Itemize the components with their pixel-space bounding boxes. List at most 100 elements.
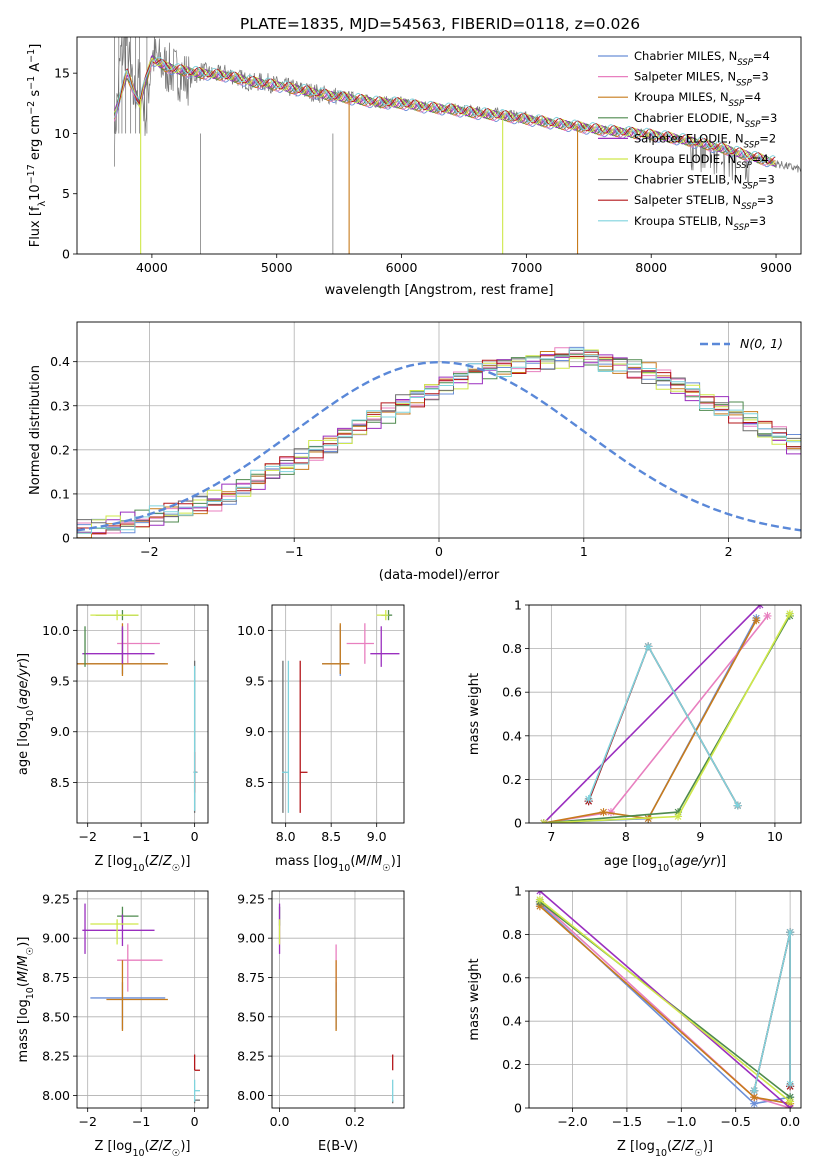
y-tick-label: 8.00 xyxy=(237,1088,265,1103)
spectrum-ticks: 4000 5000 6000 7000 8000 9000 0 5 10 15 xyxy=(54,66,792,275)
x-tick-label: 9000 xyxy=(760,260,792,275)
age-vs-mass-grid xyxy=(272,605,404,823)
mass-vs-Z-ylabel: mass [log10(M/M☉)] xyxy=(16,937,36,1063)
weight-line xyxy=(543,605,761,823)
weight-marker xyxy=(606,808,615,817)
weight-line xyxy=(543,615,791,823)
figure-title: PLATE=1835, MJD=54563, FIBERID=0118, z=0… xyxy=(240,15,640,33)
spectrum-frame xyxy=(76,36,802,255)
x-tick-label: 2 xyxy=(725,544,733,559)
weight-line xyxy=(539,903,791,1105)
spectrum-model-line xyxy=(113,56,776,163)
mass-vs-Z-frame xyxy=(76,890,209,1109)
weight-marker xyxy=(786,1093,795,1102)
y-tick-label: 9.5 xyxy=(50,674,70,689)
y-tick-label: 8.5 xyxy=(245,775,265,790)
age-vs-mass-frame xyxy=(271,604,405,824)
spectrum-model-line xyxy=(113,62,776,168)
weight-marker xyxy=(786,1080,795,1089)
age-vs-Z-frame xyxy=(76,604,209,824)
y-tick-label: 9.25 xyxy=(42,891,70,906)
x-tick-label: 0.2 xyxy=(345,1114,365,1129)
mass-vs-ebv-grid xyxy=(272,891,404,1108)
residuals-grid xyxy=(77,322,801,539)
x-tick-label: −1 xyxy=(132,829,150,844)
legend-label: Kroupa ELODIE, NSSP=4 xyxy=(634,152,769,171)
mass-vs-Z-ticks: −2 −1 0 8.00 8.25 8.50 8.75 9.00 9.25 xyxy=(42,891,198,1129)
y-tick-label: 0.4 xyxy=(502,1014,522,1029)
legend-label: Salpeter STELIB, NSSP=3 xyxy=(634,193,774,212)
weight-marker xyxy=(584,795,593,804)
gaussian-curve xyxy=(77,360,801,532)
y-tick-label: 0.4 xyxy=(50,354,70,369)
residuals-panel: −2 −1 0 1 2 0 0.1 0.2 0.3 0.4 N(0, 1) (data-model)/… xyxy=(28,321,802,583)
weight-marker xyxy=(535,895,544,904)
y-tick-label: 9.0 xyxy=(50,724,70,739)
y-tick-label: 0.3 xyxy=(50,398,70,413)
weight-marker xyxy=(733,801,742,810)
spectrum-xlabel: wavelength [Angstrom, rest frame] xyxy=(325,283,554,298)
weight-marker xyxy=(763,611,772,620)
y-tick-label: 9.25 xyxy=(237,891,265,906)
mass-vs-Z-grid xyxy=(77,891,208,1108)
weight-vs-age-frame xyxy=(528,604,802,824)
x-tick-label: 0 xyxy=(435,544,443,559)
mass-vs-ebv-ticks: 0.0 0.2 8.00 8.25 8.50 8.75 9.00 9.25 xyxy=(237,891,365,1129)
y-tick-label: 0.4 xyxy=(502,728,522,743)
x-tick-label: −1.5 xyxy=(612,1114,642,1129)
age-vs-mass-panel: 8.0 8.5 9.0 8.5 9.0 9.5 10.0 mass [log10(M/M☉)] xyxy=(237,604,405,874)
y-tick-label: 0.8 xyxy=(502,927,522,942)
y-tick-label: 0.8 xyxy=(502,641,522,656)
weight-line xyxy=(543,615,769,823)
weight-vs-age-xlabel: age [log10(age/yr)] xyxy=(604,854,726,874)
y-tick-label: 8.50 xyxy=(237,1009,265,1024)
weight-vs-age-ylabel: mass weight xyxy=(467,673,482,755)
spectrum-model-line xyxy=(113,58,776,166)
y-tick-label: 10.0 xyxy=(42,623,70,638)
x-tick-label: 9.0 xyxy=(367,829,387,844)
x-tick-label: 7 xyxy=(547,829,555,844)
x-tick-label: 10 xyxy=(767,829,783,844)
age-vs-Z-xlabel: Z [log10(Z/Z☉)] xyxy=(95,854,191,874)
weight-vs-Z-frame xyxy=(528,890,802,1109)
age-vs-Z-panel: −2 −1 0 8.5 9.0 9.5 10.0 Z [log10(Z/Z☉)] age [lo… xyxy=(16,604,209,874)
weight-line xyxy=(539,891,791,1108)
x-tick-label: 4000 xyxy=(136,260,168,275)
y-tick-label: 9.0 xyxy=(245,724,265,739)
legend-label: Chabrier STELIB, NSSP=3 xyxy=(634,173,775,192)
x-tick-label: 8000 xyxy=(635,260,667,275)
weight-vs-age-ticks: 7 8 9 10 0 0.2 0.4 0.6 0.8 1 xyxy=(502,598,783,845)
residuals-frame xyxy=(76,321,802,539)
x-tick-label: −2 xyxy=(140,544,158,559)
y-tick-label: 0.6 xyxy=(502,970,522,985)
spectrum-panel: 4000 5000 6000 7000 8000 9000 0 5 10 15 Chabrier M… xyxy=(26,36,802,298)
weight-marker xyxy=(785,609,794,618)
weight-line xyxy=(753,932,791,1091)
age-vs-mass-ticks: 8.0 8.5 9.0 8.5 9.0 9.5 10.0 xyxy=(237,623,387,844)
age-vs-mass-xlabel: mass [log10(M/M☉)] xyxy=(275,854,401,874)
y-tick-label: 8.50 xyxy=(42,1009,70,1024)
weight-marker xyxy=(535,902,544,911)
age-vs-Z-plot xyxy=(77,610,198,813)
weight-vs-Z-xlabel: Z [log10(Z/Z☉)] xyxy=(617,1139,713,1159)
residuals-ylabel: Normed distribution xyxy=(28,365,43,495)
mass-vs-Z-plot xyxy=(82,903,200,1104)
legend-label: Chabrier MILES, NSSP=4 xyxy=(634,49,770,68)
y-tick-label: 8.25 xyxy=(237,1049,265,1064)
legend-label: Kroupa MILES, NSSP=4 xyxy=(634,90,761,109)
histogram-step-line xyxy=(77,350,801,531)
residuals-plot xyxy=(77,346,801,538)
legend-label: Salpeter MILES, NSSP=3 xyxy=(634,70,769,89)
x-tick-label: 8.0 xyxy=(276,829,296,844)
age-vs-mass-plot xyxy=(282,610,400,813)
y-tick-label: 0.1 xyxy=(50,486,70,501)
weight-vs-age-panel: 7 8 9 10 0 0.2 0.4 0.6 0.8 1 age [log10(age/yr)] ma… xyxy=(467,598,802,874)
x-tick-label: 9 xyxy=(696,829,704,844)
mass-vs-Z-xlabel: Z [log10(Z/Z☉)] xyxy=(95,1139,191,1159)
x-tick-label: −2.0 xyxy=(557,1114,587,1129)
weight-vs-age-grid xyxy=(529,604,801,824)
spectrum-ylabel: Flux [fλ10−17 erg cm−2 s−1 A−1] xyxy=(26,44,48,248)
y-tick-label: 0 xyxy=(62,247,70,262)
